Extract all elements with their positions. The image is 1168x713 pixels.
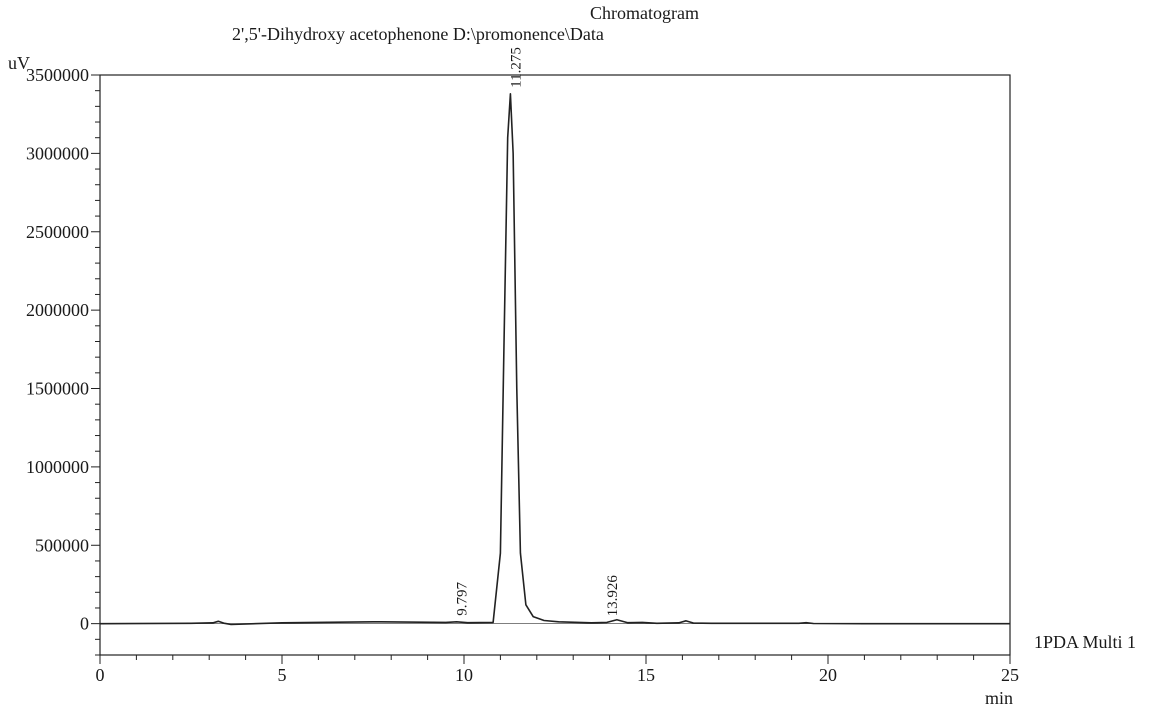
y-tick-label: 1000000 (26, 457, 89, 477)
x-tick-label: 25 (1001, 665, 1019, 685)
y-axis-label: uV (8, 53, 30, 73)
y-tick-label: 3500000 (26, 65, 89, 85)
series-line (99, 93, 1010, 626)
y-tick-label: 1500000 (26, 379, 89, 399)
x-tick-label: 20 (819, 665, 837, 685)
peak-annotations: 9.797 11.275 13.926 (455, 47, 621, 616)
x-tick-label: 0 (96, 665, 105, 685)
x-tick-label: 15 (637, 665, 655, 685)
peak-label: 9.797 (455, 582, 471, 616)
peak-label: 13.926 (605, 575, 621, 617)
y-tick-label: 500000 (35, 535, 89, 555)
chart-title: Chromatogram (590, 3, 699, 23)
x-tick-label: 10 (455, 665, 473, 685)
chart-subtitle: 2',5'-Dihydroxy acetophenone D:\promonen… (232, 24, 604, 44)
y-tick-label: 0 (80, 614, 89, 634)
x-tick-label: 5 (278, 665, 287, 685)
plot-axes (99, 74, 1011, 656)
series-layer (99, 93, 1010, 626)
peak-label: 11.275 (508, 47, 524, 88)
y-tick-label: 2500000 (26, 222, 89, 242)
legend-series-name: 1PDA Multi 1 (1034, 632, 1137, 652)
x-axis-label: min (985, 688, 1014, 708)
y-tick-label: 3000000 (26, 143, 89, 163)
y-tick-label: 2000000 (26, 300, 89, 320)
axis-ticks: 0 500000 1000000 1500000 2000000 2500000 30000… (26, 65, 1019, 685)
plot-frame (99, 74, 1011, 656)
